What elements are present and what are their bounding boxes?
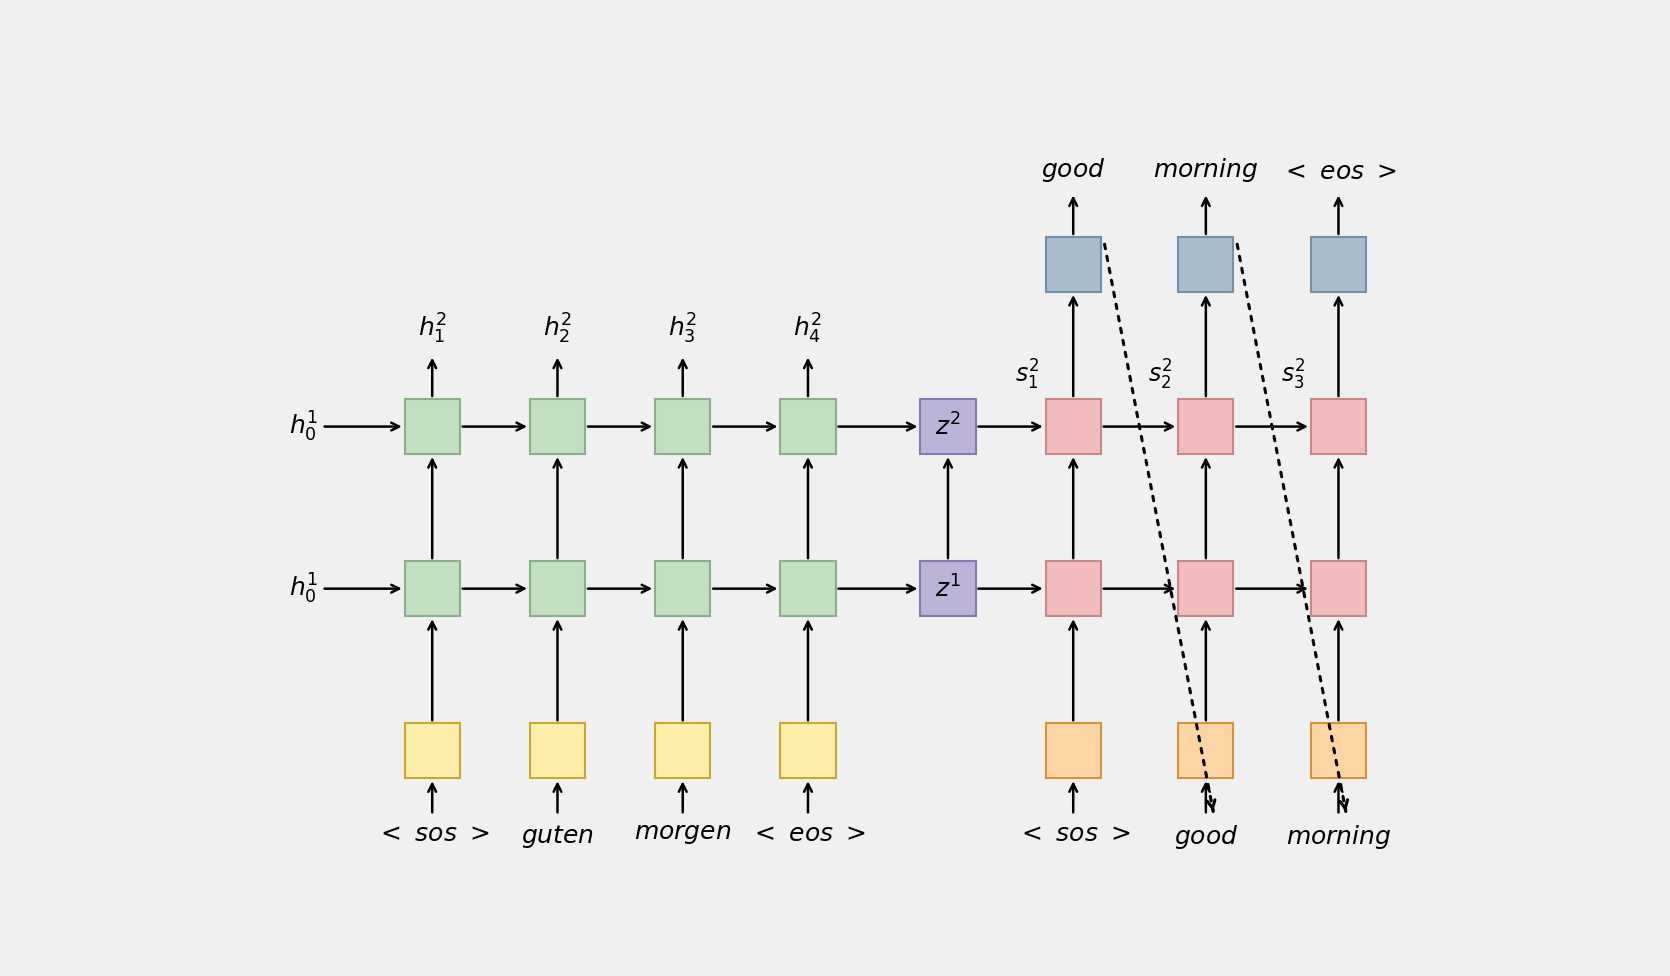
Bar bbox=[920, 561, 975, 616]
Text: $h_4^2$: $h_4^2$ bbox=[793, 311, 823, 346]
Text: $z^1$: $z^1$ bbox=[935, 575, 960, 602]
Bar bbox=[780, 723, 835, 779]
Bar bbox=[529, 399, 584, 454]
Bar bbox=[1311, 723, 1366, 779]
Text: $h_3^2$: $h_3^2$ bbox=[668, 311, 698, 346]
Bar bbox=[529, 723, 584, 779]
Text: $s_2^2$: $s_2^2$ bbox=[1147, 357, 1172, 391]
Text: $h_1^2$: $h_1^2$ bbox=[418, 311, 448, 346]
Text: $s_3^2$: $s_3^2$ bbox=[1281, 357, 1304, 391]
Bar bbox=[1045, 399, 1101, 454]
Text: $<\ eos\ >$: $<\ eos\ >$ bbox=[750, 823, 865, 845]
Text: $morning$: $morning$ bbox=[1286, 823, 1391, 851]
Text: $guten$: $guten$ bbox=[521, 823, 595, 849]
Text: $good$: $good$ bbox=[1174, 823, 1237, 851]
Bar bbox=[1311, 237, 1366, 292]
Bar bbox=[1179, 399, 1234, 454]
Bar bbox=[1179, 561, 1234, 616]
Text: $h_0^1$: $h_0^1$ bbox=[289, 572, 317, 606]
Bar bbox=[404, 399, 459, 454]
Text: $<\ sos\ >$: $<\ sos\ >$ bbox=[1017, 823, 1131, 845]
Text: $h_2^2$: $h_2^2$ bbox=[543, 311, 573, 346]
Bar bbox=[1045, 561, 1101, 616]
Bar bbox=[404, 561, 459, 616]
Bar bbox=[1179, 723, 1234, 779]
Text: $s_1^2$: $s_1^2$ bbox=[1015, 357, 1040, 391]
Bar bbox=[780, 399, 835, 454]
Bar bbox=[1179, 237, 1234, 292]
Bar bbox=[655, 561, 710, 616]
Text: $h_0^1$: $h_0^1$ bbox=[289, 410, 317, 444]
Bar bbox=[780, 561, 835, 616]
Text: $<\ sos\ >$: $<\ sos\ >$ bbox=[376, 823, 489, 845]
Text: $morgen$: $morgen$ bbox=[635, 823, 731, 845]
Bar bbox=[1311, 399, 1366, 454]
Bar bbox=[920, 399, 975, 454]
Text: $z^2$: $z^2$ bbox=[935, 413, 960, 440]
Bar bbox=[529, 561, 584, 616]
Bar bbox=[655, 399, 710, 454]
Text: $good$: $good$ bbox=[1040, 156, 1106, 183]
Bar bbox=[1045, 723, 1101, 779]
Bar bbox=[655, 723, 710, 779]
Text: $<\ eos\ >$: $<\ eos\ >$ bbox=[1281, 161, 1396, 183]
Bar bbox=[1311, 561, 1366, 616]
Text: $morning$: $morning$ bbox=[1152, 156, 1259, 183]
Bar bbox=[1045, 237, 1101, 292]
Bar bbox=[404, 723, 459, 779]
